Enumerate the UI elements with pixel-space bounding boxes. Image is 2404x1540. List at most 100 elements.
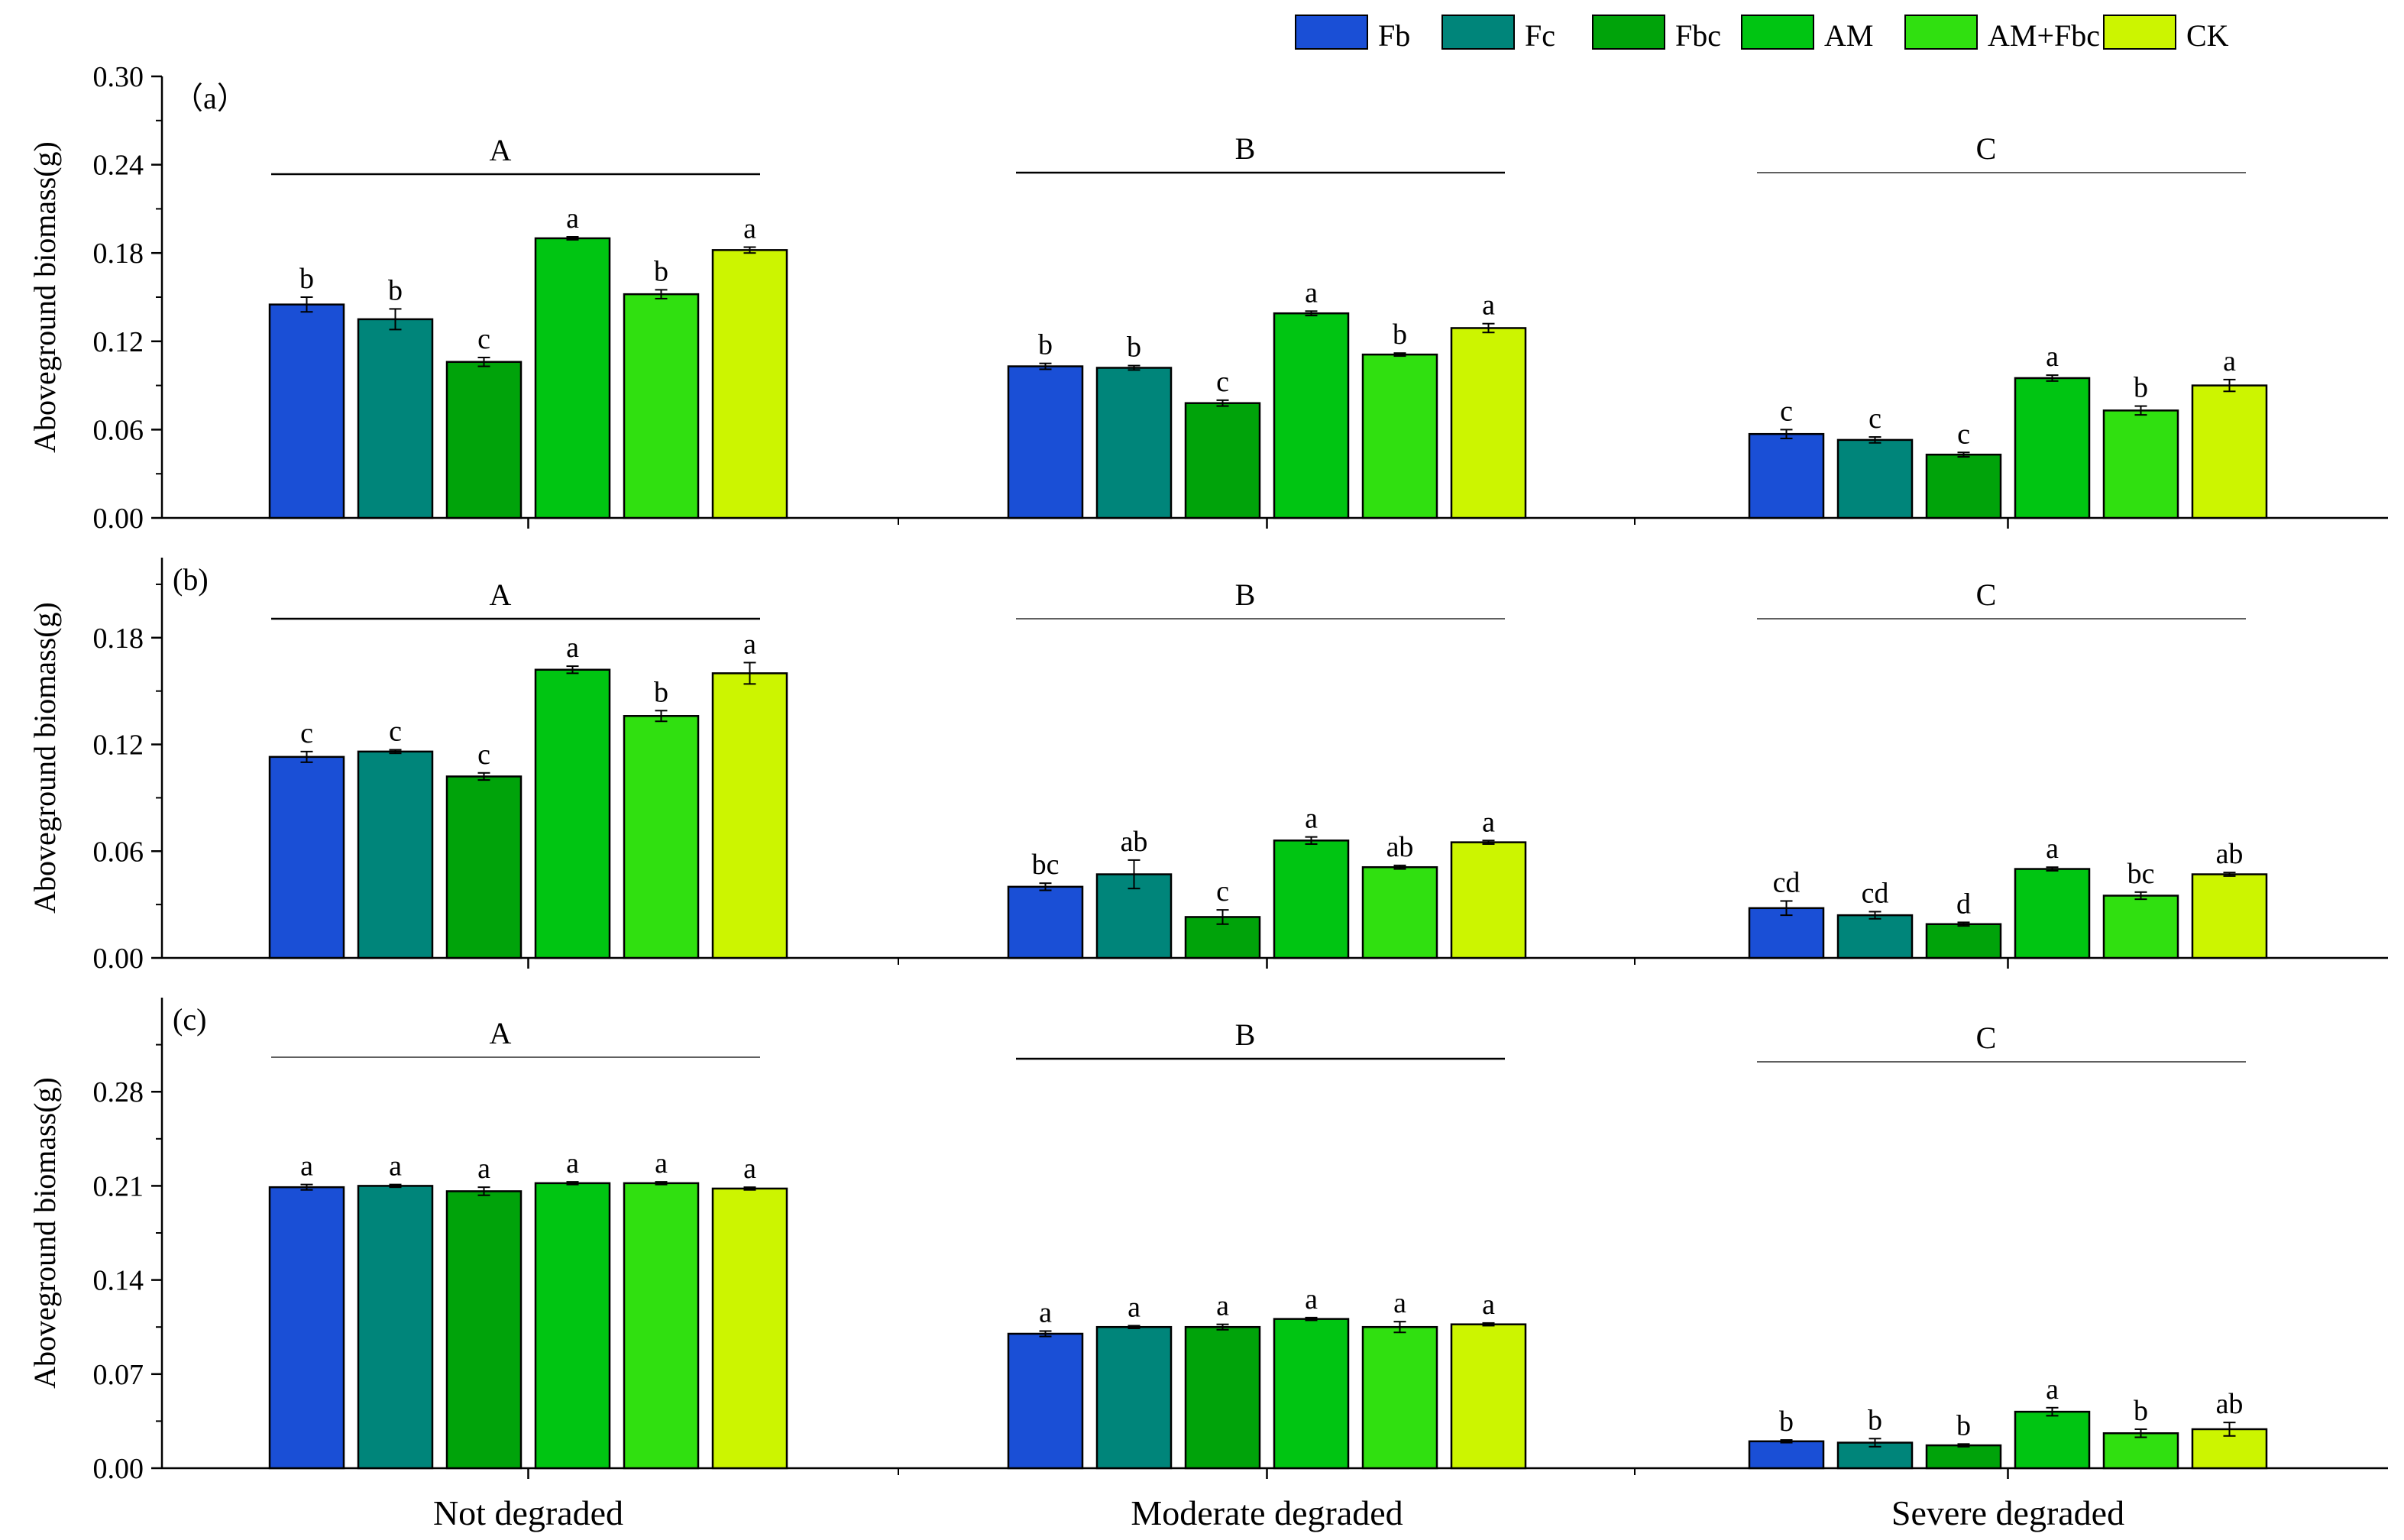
group-significance-letter: B bbox=[1235, 1017, 1256, 1052]
error-bar bbox=[300, 296, 313, 313]
bar bbox=[445, 775, 523, 959]
bar bbox=[445, 1190, 523, 1470]
error-bar bbox=[1039, 362, 1052, 370]
significance-letter: b bbox=[654, 255, 668, 287]
bar bbox=[1095, 367, 1173, 519]
x-category-label: Not degraded bbox=[433, 1493, 623, 1532]
significance-letter: a bbox=[1216, 1290, 1229, 1322]
significance-letter: ab bbox=[2216, 1388, 2244, 1420]
legend-item: AM+Fbc bbox=[1904, 15, 2100, 53]
group-significance-letter: A bbox=[490, 1016, 512, 1050]
y-axis-label: Aboveground biomass(g) bbox=[28, 1077, 62, 1389]
bar bbox=[623, 293, 700, 519]
bar bbox=[1748, 1440, 1825, 1470]
y-tick-label: 0.18 bbox=[93, 238, 144, 270]
legend-item: AM bbox=[1741, 15, 1873, 53]
legend-label: AM+Fbc bbox=[1988, 18, 2100, 53]
bar bbox=[1836, 914, 1914, 959]
bar bbox=[2102, 895, 2179, 959]
bar bbox=[1184, 1325, 1261, 1470]
bar bbox=[445, 361, 523, 519]
significance-letter: ab bbox=[2216, 838, 2244, 870]
bar bbox=[623, 715, 700, 959]
significance-letter: a bbox=[1305, 1283, 1318, 1315]
y-tick-label: 0.24 bbox=[93, 150, 144, 182]
significance-letter: c bbox=[1216, 366, 1229, 398]
error-bar bbox=[2223, 378, 2236, 393]
significance-letter: a bbox=[566, 202, 579, 235]
error-bar bbox=[2046, 866, 2059, 872]
bar bbox=[1450, 841, 1527, 959]
bar bbox=[357, 1185, 434, 1470]
significance-letter: c bbox=[389, 716, 402, 748]
panel-label: （a） bbox=[173, 81, 248, 115]
error-bar bbox=[566, 1181, 579, 1186]
error-bar bbox=[1957, 921, 1970, 927]
y-tick-label: 0.14 bbox=[93, 1265, 144, 1297]
error-bar bbox=[477, 1186, 490, 1196]
bar bbox=[1836, 438, 1914, 519]
error-bar bbox=[1393, 1321, 1406, 1334]
error-bar bbox=[389, 308, 402, 331]
bar bbox=[268, 1186, 345, 1470]
error-bar bbox=[743, 1186, 756, 1191]
bar bbox=[711, 249, 788, 519]
panel-label: (b) bbox=[173, 562, 209, 597]
error-bar bbox=[743, 662, 756, 685]
y-tick-label: 0.07 bbox=[93, 1359, 144, 1391]
significance-letter: b bbox=[1868, 1404, 1882, 1436]
significance-letter: cd bbox=[1862, 877, 1889, 909]
significance-letter: d bbox=[1956, 888, 1971, 920]
significance-letter: c bbox=[1957, 418, 1970, 450]
legend-item: Fb bbox=[1295, 15, 1410, 53]
error-bar bbox=[1216, 1323, 1229, 1331]
y-tick-label: 0.30 bbox=[93, 61, 144, 93]
bar bbox=[1273, 840, 1350, 959]
panel-c: 0.00 0.07 0.14 0.21 0.28 Aboveground biomass(… bbox=[28, 998, 2388, 1532]
error-bar bbox=[2134, 1428, 2147, 1438]
panel-b: 0.00 0.06 0.12 0.18 Aboveground biomass(g) (b… bbox=[28, 558, 2388, 975]
error-bar bbox=[1482, 322, 1495, 334]
error-bar bbox=[1216, 399, 1229, 407]
error-bar bbox=[1128, 364, 1141, 371]
group-significance-letter: C bbox=[1976, 1021, 1997, 1055]
error-bar bbox=[2223, 872, 2236, 877]
error-bar bbox=[2134, 891, 2147, 901]
error-bar bbox=[300, 750, 313, 763]
group-significance-letter: A bbox=[490, 133, 512, 167]
significance-letter: a bbox=[743, 1153, 756, 1185]
error-bar bbox=[655, 1181, 668, 1186]
error-bar bbox=[477, 772, 490, 781]
y-tick-label: 0.06 bbox=[93, 836, 144, 868]
bar bbox=[1450, 327, 1527, 519]
error-bar bbox=[1128, 859, 1141, 890]
significance-letter: c bbox=[1869, 403, 1881, 435]
significance-letter: b bbox=[2134, 1395, 2148, 1427]
bar bbox=[1450, 1323, 1527, 1470]
legend-label: Fbc bbox=[1675, 18, 1721, 53]
legend-swatch bbox=[1295, 15, 1368, 50]
significance-letter: a bbox=[743, 212, 756, 244]
error-bar bbox=[1869, 1438, 1881, 1448]
bar bbox=[2102, 1432, 2179, 1470]
bar bbox=[711, 1187, 788, 1470]
y-tick-label: 0.06 bbox=[93, 414, 144, 446]
legend-label: CK bbox=[2186, 18, 2229, 53]
significance-letter: cd bbox=[1773, 866, 1801, 898]
error-bar bbox=[566, 236, 579, 241]
error-bar bbox=[1780, 429, 1793, 439]
significance-letter: ab bbox=[1121, 826, 1148, 858]
error-bar bbox=[1957, 1443, 1970, 1448]
error-bar bbox=[655, 710, 668, 723]
bar bbox=[1007, 885, 1084, 959]
bar bbox=[1925, 453, 2002, 519]
error-bar bbox=[1305, 1316, 1318, 1322]
error-bar bbox=[2046, 374, 2059, 382]
significance-letter: a bbox=[1128, 1291, 1141, 1323]
significance-letter: c bbox=[477, 323, 490, 355]
significance-letter: a bbox=[389, 1150, 402, 1182]
significance-letter: b bbox=[2134, 372, 2148, 404]
error-bar bbox=[2134, 405, 2147, 416]
error-bar bbox=[1957, 451, 1970, 458]
